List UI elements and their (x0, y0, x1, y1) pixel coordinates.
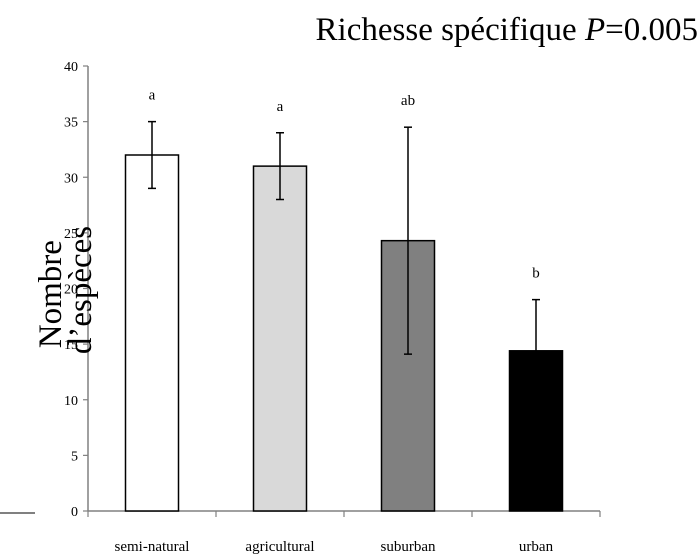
x-tick-label-agricultural: agricultural (245, 539, 314, 555)
significance-label-urban: b (532, 266, 540, 282)
x-tick-label-suburban: suburban (381, 539, 436, 555)
x-ticks (87, 511, 601, 517)
bar-semi-natural (124, 154, 180, 512)
y-axis-label: Nombre d’espèces (33, 226, 99, 354)
y-tick-label: 35 (64, 116, 78, 131)
significance-label-semi-natural: a (149, 88, 156, 104)
bar-agricultural (252, 165, 308, 512)
y-axis-label-line2: d’espèces (63, 226, 99, 354)
y-tick-label: 0 (71, 505, 78, 520)
y-tick-label: 25 (64, 227, 78, 242)
chart-title: Richesse spécifique P=0.005 (316, 12, 698, 48)
error-bars (148, 120, 540, 403)
bars (124, 154, 564, 512)
chart-title-value: =0.005 (605, 12, 698, 48)
significance-labels: a a ab b (149, 88, 540, 282)
y-tick-label: 40 (64, 60, 78, 75)
y-ticks: 0 5 10 15 20 25 30 35 40 (64, 60, 88, 520)
y-axis-label-line1: Nombre (33, 240, 69, 348)
chart-title-text: Richesse spécifique (316, 12, 585, 48)
significance-label-suburban: ab (401, 93, 415, 109)
y-tick-label: 20 (64, 283, 78, 298)
y-tick-label: 30 (64, 171, 78, 186)
x-tick-labels: semi-natural agricultural suburban urban (115, 539, 554, 555)
x-tick-label-semi-natural: semi-natural (115, 539, 190, 555)
y-tick-label: 10 (64, 394, 78, 409)
chart-title-p: P (584, 12, 605, 48)
y-tick-label: 15 (64, 338, 78, 353)
x-tick-label-urban: urban (519, 539, 554, 555)
y-tick-label: 5 (71, 449, 78, 464)
significance-label-agricultural: a (277, 99, 284, 115)
